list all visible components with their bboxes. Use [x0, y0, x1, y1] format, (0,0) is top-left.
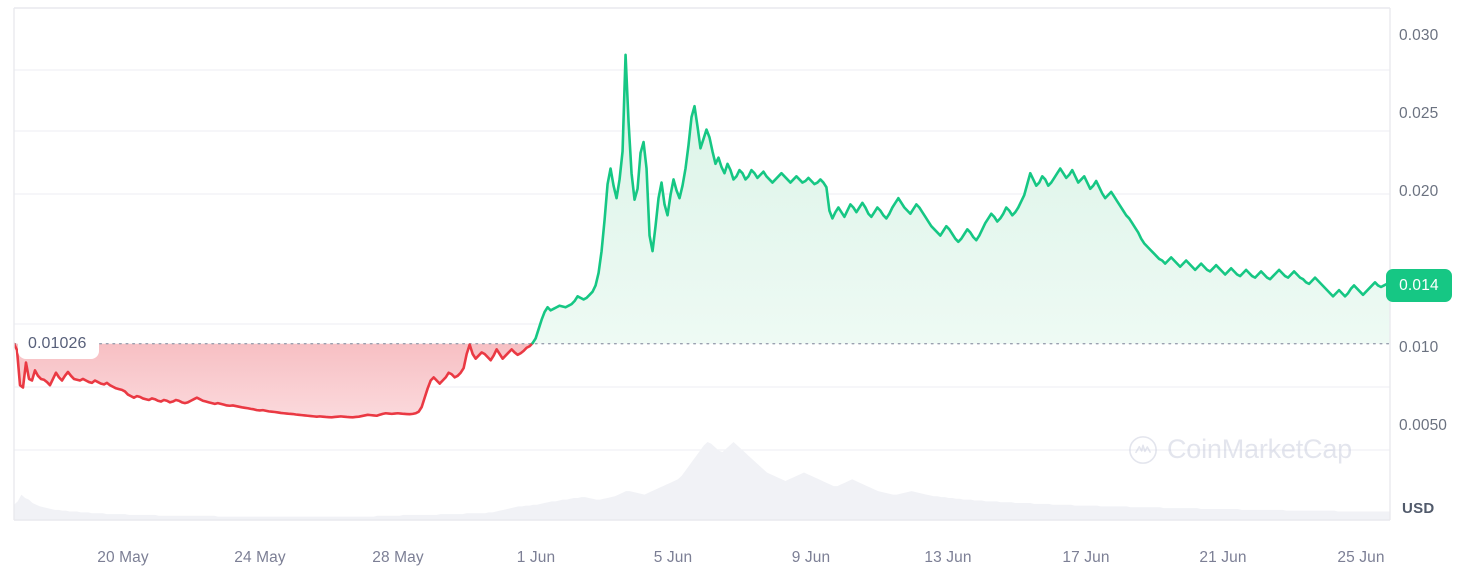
- x-axis-tick-label: 13 Jun: [924, 549, 972, 566]
- x-axis-tick-label: 9 Jun: [791, 549, 831, 566]
- currency-label: USD: [1402, 500, 1435, 517]
- x-axis-tick-label: 25 Jun: [1337, 549, 1385, 566]
- x-axis-tick-label: 5 Jun: [653, 549, 693, 566]
- x-axis-tick-label: 20 May: [97, 549, 149, 566]
- x-axis-tick-label: 24 May: [234, 549, 286, 566]
- y-axis-tick-label: 0.030: [1399, 27, 1439, 45]
- price-area-above-reference: [532, 54, 1390, 344]
- y-axis-tick-label: 0.0050: [1399, 416, 1448, 434]
- x-axis-tick-label: 1 Jun: [516, 549, 556, 566]
- x-axis-tick-label: 17 Jun: [1062, 549, 1110, 566]
- last-price-badge: 0.014: [1386, 269, 1452, 303]
- price-area-below-reference: [14, 343, 533, 418]
- y-axis-tick-label: 0.025: [1399, 104, 1439, 122]
- price-line-above-reference: [531, 53, 1390, 345]
- volume-area: [14, 442, 1390, 520]
- reference-price-value: 0.01026: [28, 334, 87, 352]
- last-price-value: 0.014: [1399, 276, 1439, 294]
- y-axis-tick-label: 0.010: [1399, 338, 1439, 356]
- price-line-below-reference: [14, 341, 534, 419]
- y-axis-tick-label: 0.020: [1399, 182, 1439, 200]
- x-axis-tick-label: 28 May: [372, 549, 424, 566]
- reference-price-badge: 0.01026: [18, 328, 99, 359]
- x-axis-tick-label: 21 Jun: [1199, 549, 1247, 566]
